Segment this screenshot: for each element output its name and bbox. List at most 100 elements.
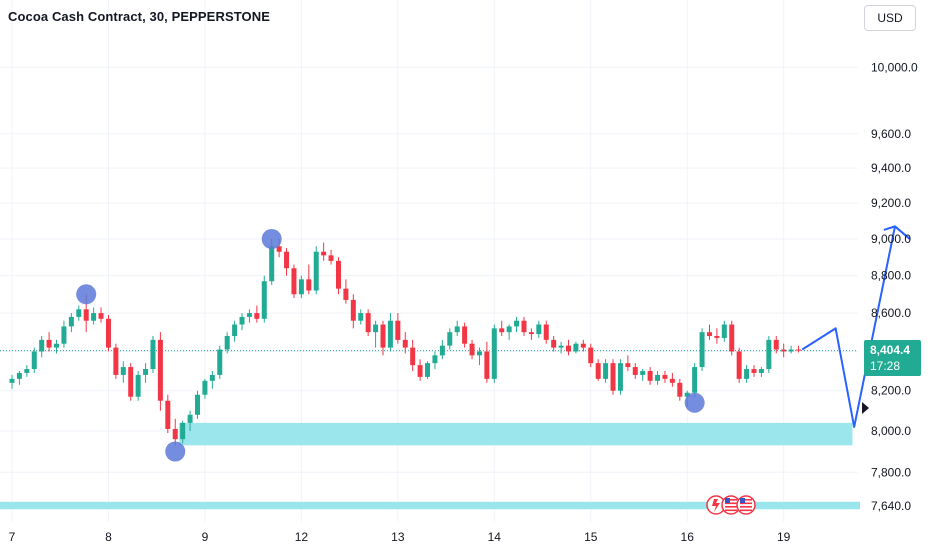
candle-body xyxy=(54,343,60,348)
candle-body xyxy=(291,268,297,295)
lightning-icon xyxy=(712,499,720,512)
candle-body xyxy=(128,367,134,397)
candle-body xyxy=(410,347,416,366)
price-tick-label: 8,200.0 xyxy=(871,384,911,398)
time-axis[interactable]: 7 8 9 12 13 14 15 16 19 xyxy=(9,530,791,544)
projection-drawing[interactable] xyxy=(801,225,911,428)
candle-body xyxy=(76,309,82,317)
candle-body xyxy=(781,349,787,352)
us-flag-event-icon xyxy=(736,495,756,515)
price-axis[interactable]: 7,640.07,800.08,000.08,200.08,400.08,600… xyxy=(862,60,918,513)
candle-body xyxy=(202,380,208,395)
time-tick-label: 14 xyxy=(488,530,502,544)
candle-body xyxy=(232,324,238,337)
price-tick-label: 8,600.0 xyxy=(871,306,911,320)
candle-body xyxy=(796,349,802,351)
candle-body xyxy=(432,355,438,364)
candle-body xyxy=(692,367,698,393)
candle-body xyxy=(788,349,794,352)
chart-title: Cocoa Cash Contract, 30, PEPPERSTONE xyxy=(8,9,270,24)
candle-body xyxy=(31,351,37,370)
swing-marker[interactable] xyxy=(76,284,97,305)
candle-body xyxy=(699,332,705,368)
candle-body xyxy=(439,345,445,356)
candle-body xyxy=(269,246,275,282)
candle-body xyxy=(105,318,111,348)
candle-body xyxy=(261,281,267,319)
candle-body xyxy=(744,369,750,379)
candle-body xyxy=(625,363,631,368)
candle-body xyxy=(580,343,586,348)
support-zones[interactable] xyxy=(0,422,860,510)
candle-body xyxy=(514,320,520,327)
candle-body xyxy=(284,251,290,269)
candle-body xyxy=(61,326,67,344)
candle-body xyxy=(566,345,571,352)
bar-countdown: 17:28 xyxy=(870,359,901,373)
candle-body xyxy=(677,382,683,397)
time-tick-label: 15 xyxy=(584,530,598,544)
last-price-value: 8,404.4 xyxy=(870,343,911,357)
candle-body xyxy=(187,414,193,423)
swing-marker[interactable] xyxy=(165,441,186,462)
candle-body xyxy=(573,343,579,352)
price-tick-label: 7,800.0 xyxy=(871,465,911,479)
candle-body xyxy=(454,326,460,333)
candle-body xyxy=(373,324,379,333)
candle-body xyxy=(254,313,260,319)
candle-body xyxy=(239,316,245,325)
projection-arrowhead[interactable] xyxy=(883,225,911,240)
candle-body xyxy=(195,394,200,415)
price-tick-label: 9,000.0 xyxy=(871,232,911,246)
time-tick-label: 9 xyxy=(202,530,209,544)
candle-body xyxy=(528,332,534,335)
candle-body xyxy=(617,363,623,391)
candles xyxy=(9,239,802,446)
flag-stripe xyxy=(725,499,737,501)
candle-body xyxy=(83,309,89,321)
flag-stripe xyxy=(740,502,752,505)
time-tick-label: 16 xyxy=(681,530,695,544)
currency-button[interactable]: USD xyxy=(864,5,916,31)
time-tick-label: 12 xyxy=(295,530,309,544)
candle-body xyxy=(24,369,30,373)
swing-marker[interactable] xyxy=(684,392,705,413)
candle-body xyxy=(172,428,178,440)
candle-body xyxy=(721,324,727,338)
scroll-right-icon[interactable] xyxy=(862,402,869,414)
candle-body xyxy=(647,370,653,381)
candle-body xyxy=(588,347,594,364)
candle-body xyxy=(632,367,638,375)
candle-body xyxy=(640,370,646,375)
candle-body xyxy=(143,369,149,375)
candle-body xyxy=(350,299,356,321)
candle-body xyxy=(68,316,74,327)
support-zone[interactable] xyxy=(179,422,853,446)
candle-body xyxy=(425,363,431,377)
candle-body xyxy=(499,328,505,333)
price-tick-label: 8,000.0 xyxy=(871,424,911,438)
candle-body xyxy=(669,378,675,383)
candle-body xyxy=(9,378,15,383)
candle-body xyxy=(306,279,312,291)
candle-body xyxy=(217,349,223,375)
swing-markers[interactable] xyxy=(76,229,705,462)
lower-support-zone[interactable] xyxy=(0,501,860,510)
candle-body xyxy=(491,328,497,379)
candle-body xyxy=(684,392,690,397)
swing-marker[interactable] xyxy=(261,229,282,249)
candle-body xyxy=(447,332,453,346)
candle-body xyxy=(662,374,668,379)
price-tick-label: 7,640.0 xyxy=(871,499,911,513)
flag-stripe xyxy=(740,509,752,512)
flag-stripe xyxy=(740,499,752,501)
candle-body xyxy=(462,326,468,344)
price-tick-label: 9,600.0 xyxy=(871,127,911,141)
candle-body xyxy=(135,374,141,397)
flag-stripe xyxy=(725,509,737,512)
candle-body xyxy=(706,332,712,337)
candle-body xyxy=(395,320,401,340)
price-tick-label: 9,400.0 xyxy=(871,161,911,175)
candle-body xyxy=(729,324,735,352)
